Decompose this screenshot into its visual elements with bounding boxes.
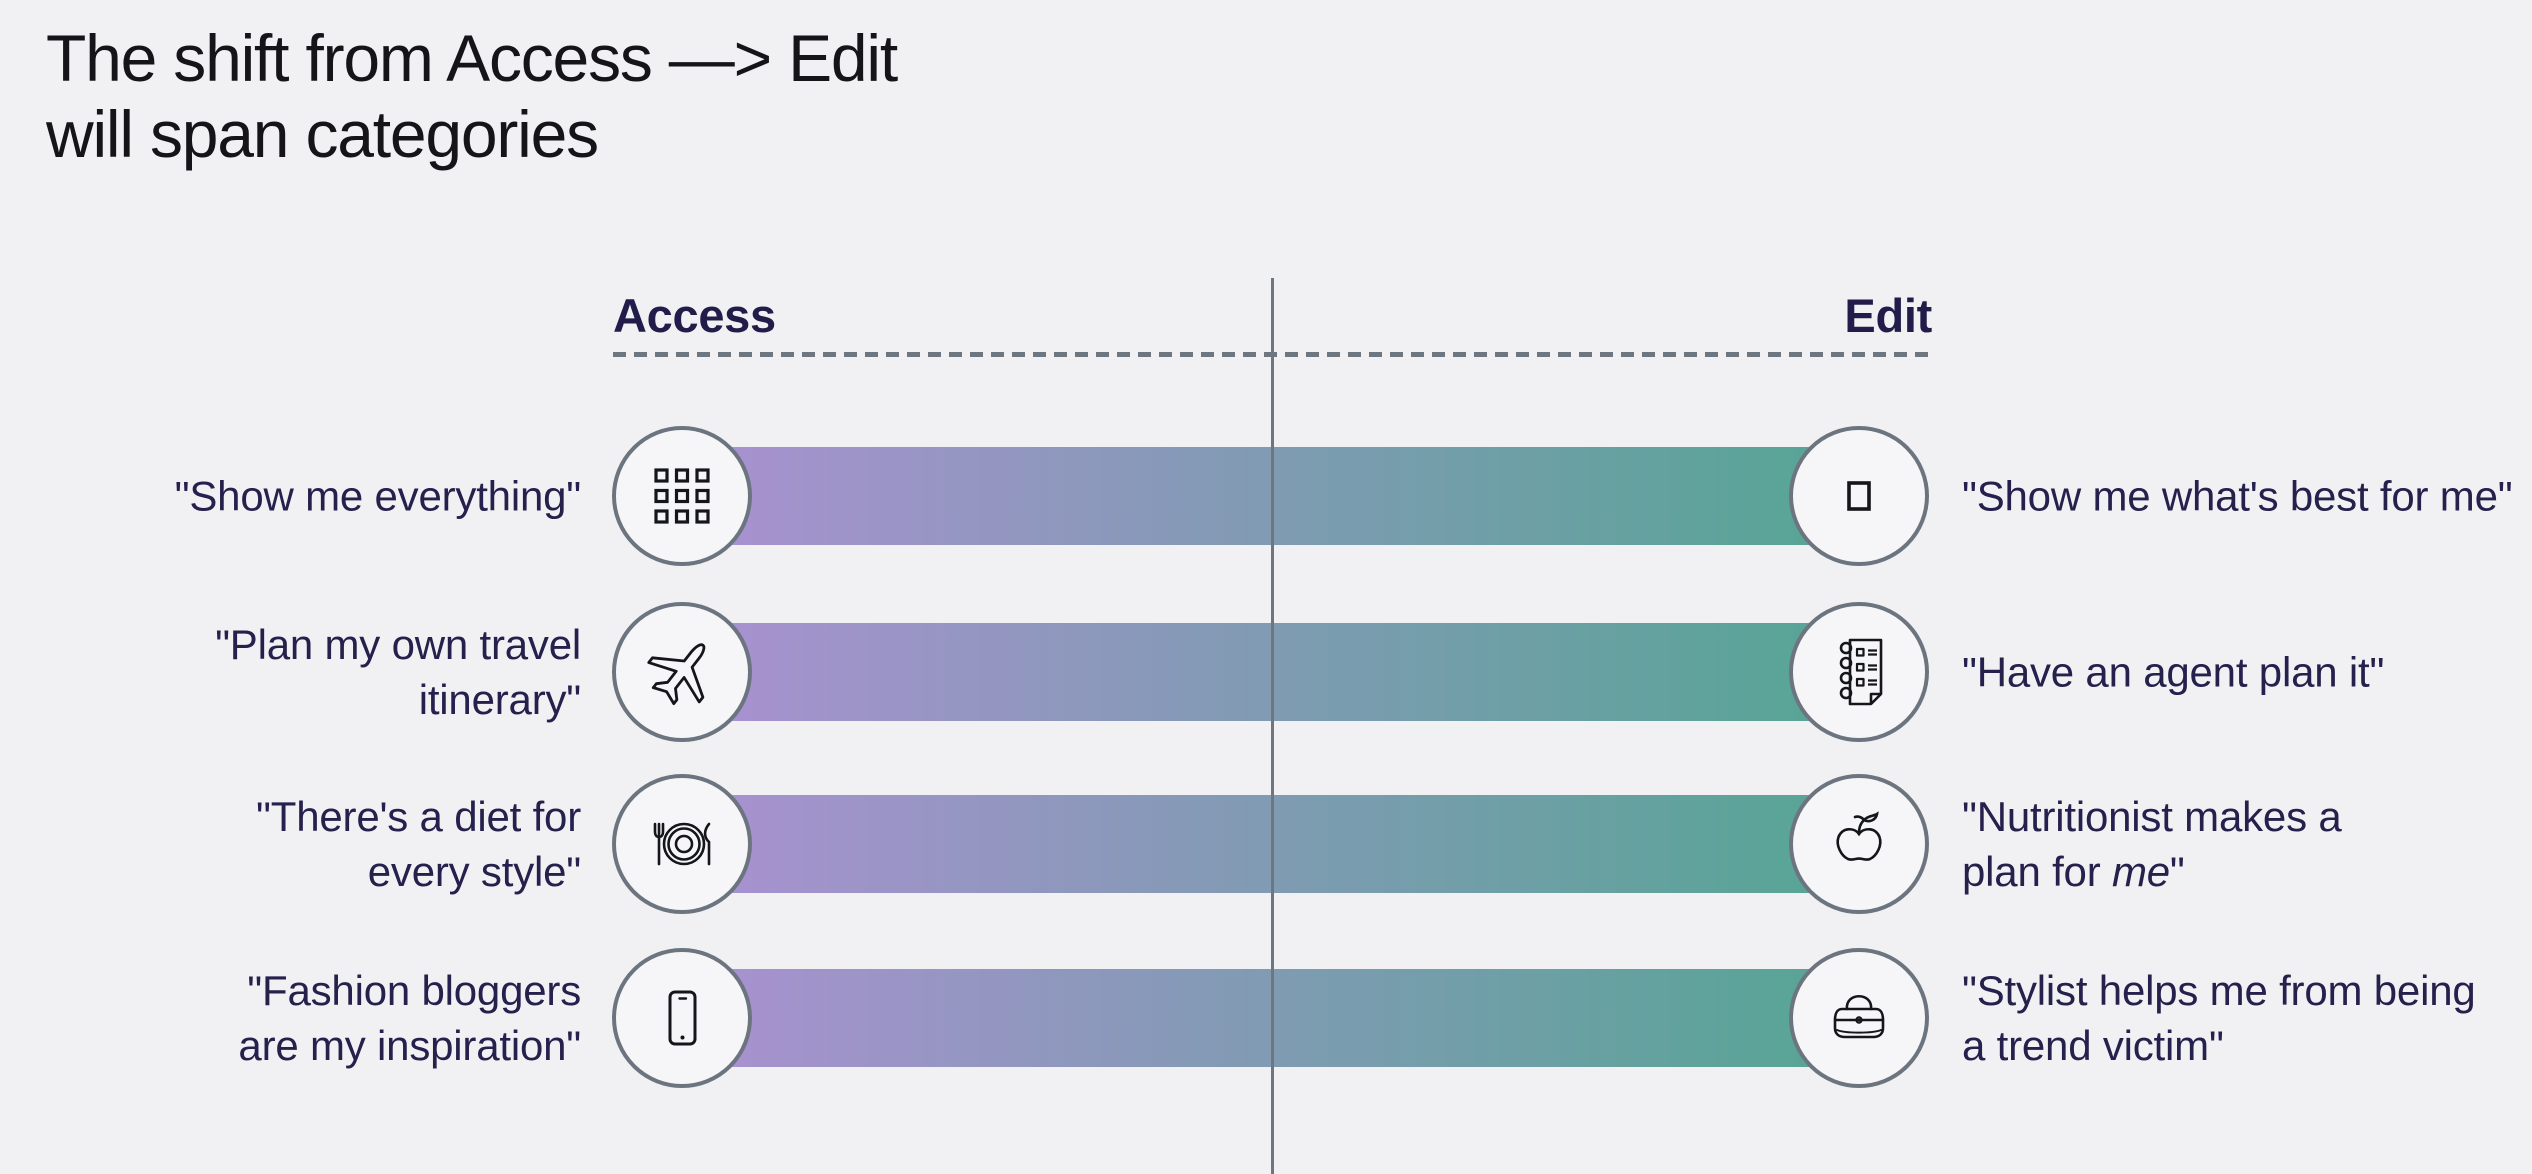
left-quote-label: "There's a diet for every style": [256, 789, 581, 899]
label-line: "Have an agent plan it": [1962, 648, 2385, 696]
page-title-line1: The shift from Access —> Edit: [46, 21, 898, 95]
label-line: "Fashion bloggers: [247, 967, 581, 1014]
gradient-bar: [682, 623, 1859, 721]
page-title: The shift from Access —> Edit will span …: [46, 20, 898, 172]
label-line: "Nutritionist makes a: [1962, 793, 2342, 840]
plate-cutlery-icon: [653, 822, 711, 866]
gradient-bar: [682, 447, 1859, 545]
gradient-bar: [682, 969, 1859, 1067]
label-line: every style": [367, 848, 581, 895]
icon-circle: [1789, 948, 1929, 1088]
label-line: "Show me everything": [174, 472, 582, 520]
grid-icon: [654, 468, 710, 524]
access-header: Access: [613, 289, 776, 342]
apple-icon: [1836, 811, 1882, 861]
icon-circle: [1789, 774, 1929, 914]
right-quote-label: "Have an agent plan it": [1962, 645, 2384, 700]
icon-circle: [612, 948, 752, 1088]
right-quote-label: "Show me what's best for me": [1962, 469, 2513, 524]
center-divider-line: [1271, 278, 1274, 1174]
label-line: plan for me": [1962, 848, 2185, 895]
handbag-icon: [1833, 994, 1885, 1039]
notebook-checklist-icon: [1839, 638, 1883, 706]
icon-circle: [612, 426, 752, 566]
left-quote-label: "Show me everything": [174, 469, 582, 524]
label-line: itinerary": [418, 676, 581, 723]
emphasized-me: me: [2111, 848, 2170, 895]
gradient-bar: [682, 795, 1859, 893]
left-quote-label: "Fashion bloggers are my inspiration": [238, 963, 581, 1073]
icon-circle: [1789, 426, 1929, 566]
label-line: are my inspiration": [238, 1022, 581, 1069]
smartphone-icon: [668, 990, 697, 1046]
label-line: "Stylist helps me from being: [1962, 967, 2476, 1014]
page-title-line2: will span categories: [46, 97, 599, 171]
right-quote-label: "Stylist helps me from being a trend vic…: [1962, 963, 2476, 1073]
icon-circle: [612, 774, 752, 914]
airplane-icon: [647, 643, 706, 706]
icon-circle: [1789, 602, 1929, 742]
left-quote-label: "Plan my own travel itinerary": [215, 617, 581, 727]
right-quote-label: "Nutritionist makes a plan for me": [1962, 789, 2342, 899]
label-line: "There's a diet for: [256, 793, 581, 840]
square-icon: [1847, 481, 1871, 511]
edit-header: Edit: [1844, 289, 1932, 342]
icon-circle: [612, 602, 752, 742]
label-line: "Plan my own travel: [215, 621, 581, 668]
label-line: "Show me what's best for me": [1962, 472, 2513, 520]
label-line: a trend victim": [1962, 1022, 2224, 1069]
